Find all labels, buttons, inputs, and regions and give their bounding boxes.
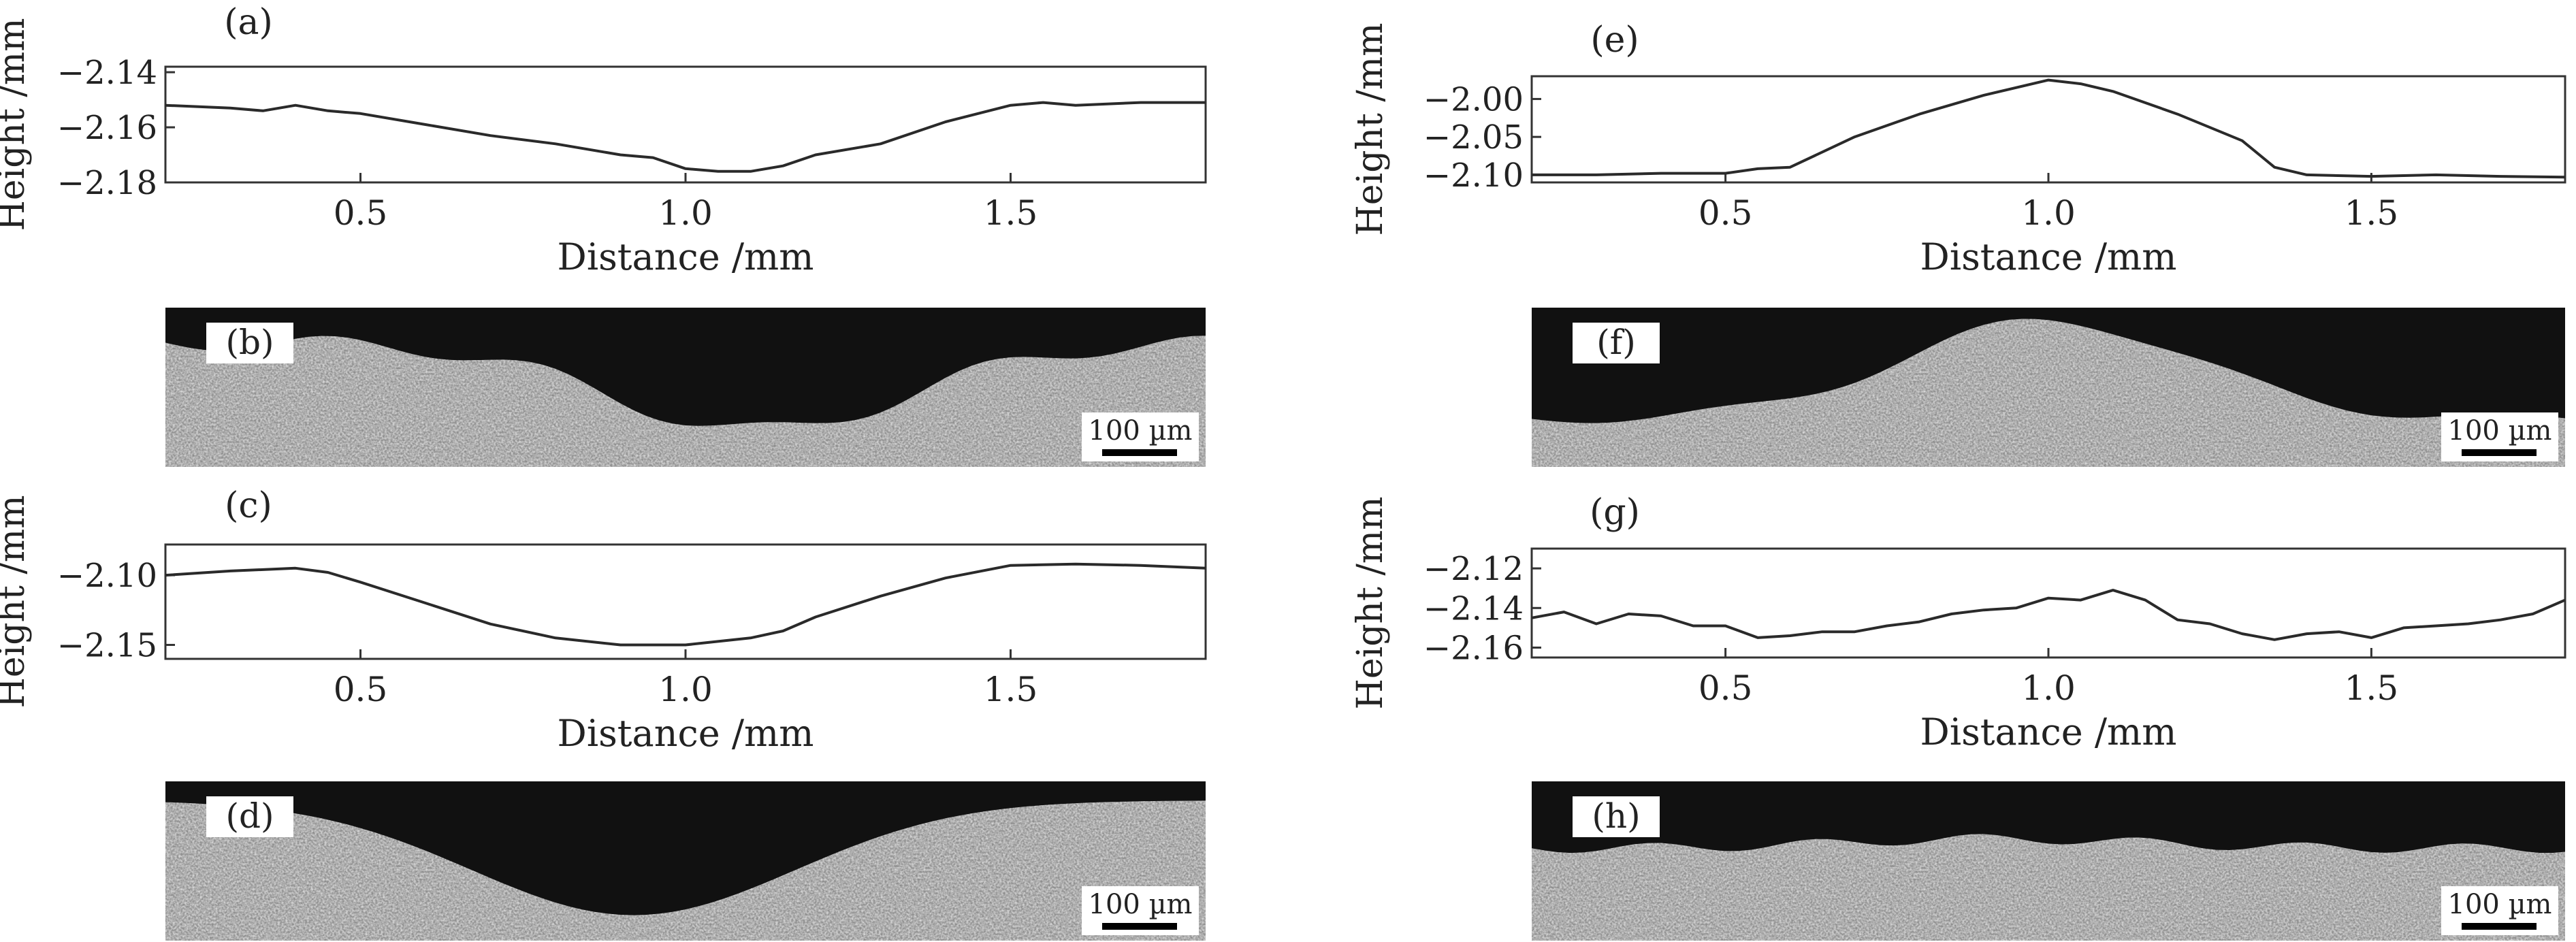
panel-label-c: (c) [225, 485, 272, 526]
x-axis-label-e: Distance /mm [1920, 236, 2177, 278]
profile-line-e [1532, 78, 2566, 179]
panel-label-b: (b) [225, 323, 274, 362]
x-tick-label-g-2: 1.5 [2345, 668, 2399, 708]
scale-bar-label-f: 100 µm [2448, 415, 2552, 446]
plot-frame-c [164, 543, 1207, 660]
scale-bar-b [1102, 449, 1177, 456]
x-tick-label-g-0: 0.5 [1698, 668, 1753, 708]
y-tick-label-a-0: −2.14 [57, 54, 157, 92]
y-tick-label-c-0: −2.10 [57, 557, 157, 595]
x-tick-label-a-1: 1.0 [658, 193, 713, 233]
y-tick-label-g-1: −2.14 [1423, 589, 1524, 628]
micrograph-d: (d) 100 µm [165, 781, 1206, 941]
scale-bar-h [2462, 923, 2537, 930]
y-tick-label-g-0: −2.12 [1423, 550, 1524, 588]
scale-bar-f [2462, 449, 2537, 456]
profile-line-c [165, 562, 1206, 647]
micrograph-texture-h [1532, 834, 2565, 941]
panel-label-a: (a) [224, 2, 273, 43]
y-axis-label-c: Height /mm [0, 495, 33, 708]
y-tick-label-c-1: −2.15 [57, 627, 157, 665]
scale-bar-label-h: 100 µm [2448, 889, 2552, 920]
y-tick-label-a-2: −2.18 [57, 164, 157, 202]
x-tick-label-c-0: 0.5 [334, 670, 388, 709]
chart-panel-g: (g) 0.5 1.0 1.5 −2.12−2.14−2.16 Distance /mm H… [1350, 492, 2566, 753]
x-tick-label-c-1: 1.0 [658, 670, 713, 709]
panel-label-g: (g) [1590, 492, 1640, 533]
scale-bar-label-d: 100 µm [1089, 889, 1193, 920]
panel-label-h: (h) [1592, 796, 1640, 836]
micrograph-h: (h) 100 µm [1532, 781, 2565, 941]
chart-panel-e: (e) 0.5 1.0 1.5 −2.00−2.05−2.10 Distance /mm H… [1350, 20, 2566, 278]
y-tick-label-e-0: −2.00 [1423, 80, 1524, 118]
x-axis-label-g: Distance /mm [1920, 711, 2177, 753]
micrograph-texture-f [1532, 319, 2565, 467]
x-tick-label-c-2: 1.5 [984, 670, 1038, 709]
x-axis-label-a: Distance /mm [558, 236, 814, 278]
micrograph-b: (b) 100 µm [165, 308, 1206, 467]
micrograph-label-box-d [206, 796, 293, 837]
panel-label-f: (f) [1596, 323, 1636, 362]
y-tick-label-e-1: −2.05 [1423, 118, 1524, 157]
panel-label-d: (d) [225, 796, 274, 836]
micrograph-texture-b [165, 336, 1206, 467]
x-tick-label-g-1: 1.0 [2021, 668, 2076, 708]
chart-panel-c: (c) 0.5 1.0 1.5 −2.10 −2.15 Distance /mm Height… [0, 485, 1207, 755]
scale-bar-label-b: 100 µm [1089, 415, 1193, 446]
micrograph-label-box-f [1573, 323, 1660, 363]
plot-frame-g [1530, 547, 2566, 659]
y-axis-label-e: Height /mm [1350, 22, 1391, 236]
micrograph-f: (f) 100 µm [1532, 308, 2565, 467]
y-tick-label-g-2: −2.16 [1423, 629, 1524, 667]
plot-frame-e [1530, 75, 2566, 184]
x-tick-label-a-2: 1.5 [984, 193, 1038, 233]
profile-line-g [1531, 589, 2566, 641]
x-tick-label-e-2: 1.5 [2345, 193, 2399, 233]
y-axis-label-g: Height /mm [1350, 496, 1391, 709]
profile-line-a [165, 101, 1206, 173]
y-tick-label-a-1: −2.16 [57, 109, 157, 147]
y-axis-label-a: Height /mm [0, 18, 33, 231]
y-tick-label-e-2: −2.10 [1423, 157, 1524, 195]
scale-bar-d [1102, 923, 1177, 930]
micrograph-label-box-b [206, 323, 293, 363]
x-tick-label-a-0: 0.5 [334, 193, 388, 233]
panel-label-e: (e) [1590, 20, 1639, 61]
micrograph-label-box-h [1573, 796, 1660, 837]
x-tick-label-e-1: 1.0 [2021, 193, 2076, 233]
chart-panel-a: (a) 0.5 1.0 1.5 −2.14 −2.16 −2.18 Distance /mm H… [0, 2, 1207, 278]
plot-frame-a [164, 65, 1207, 184]
micrograph-texture-d [165, 800, 1206, 941]
x-axis-label-c: Distance /mm [558, 712, 814, 755]
x-tick-label-e-0: 0.5 [1698, 193, 1753, 233]
